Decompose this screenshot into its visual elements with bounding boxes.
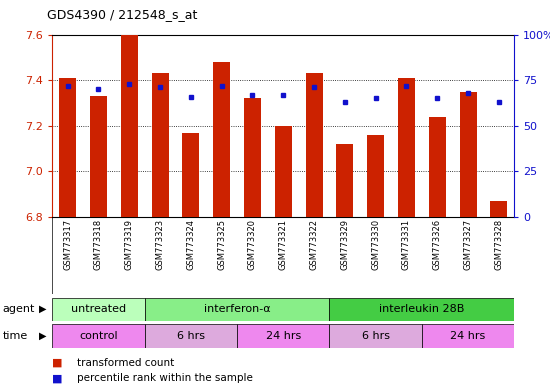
Text: control: control xyxy=(79,331,118,341)
Text: agent: agent xyxy=(3,304,35,314)
Text: time: time xyxy=(3,331,28,341)
Bar xyxy=(429,117,446,217)
Bar xyxy=(329,324,422,348)
Text: GSM773320: GSM773320 xyxy=(248,219,257,270)
Bar xyxy=(152,73,168,217)
Text: GSM773329: GSM773329 xyxy=(340,219,349,270)
Text: GSM773319: GSM773319 xyxy=(125,219,134,270)
Text: transformed count: transformed count xyxy=(77,358,174,368)
Bar xyxy=(306,73,322,217)
Bar xyxy=(52,217,514,294)
Bar xyxy=(121,35,138,217)
Bar xyxy=(90,96,107,217)
Text: GSM773325: GSM773325 xyxy=(217,219,226,270)
Bar xyxy=(491,201,507,217)
Bar xyxy=(59,78,76,217)
Text: ■: ■ xyxy=(52,358,63,368)
Text: GSM773326: GSM773326 xyxy=(433,219,442,270)
Text: interleukin 28B: interleukin 28B xyxy=(379,304,465,314)
Text: GSM773330: GSM773330 xyxy=(371,219,380,270)
Bar xyxy=(244,98,261,217)
Text: 24 hrs: 24 hrs xyxy=(450,331,486,341)
Text: ▶: ▶ xyxy=(39,331,46,341)
Text: 24 hrs: 24 hrs xyxy=(266,331,301,341)
Text: interferon-α: interferon-α xyxy=(204,304,271,314)
Text: GSM773327: GSM773327 xyxy=(464,219,472,270)
Text: GSM773318: GSM773318 xyxy=(94,219,103,270)
Text: percentile rank within the sample: percentile rank within the sample xyxy=(77,373,253,383)
Text: 6 hrs: 6 hrs xyxy=(362,331,389,341)
Bar xyxy=(145,324,237,348)
Text: ■: ■ xyxy=(52,373,63,383)
Bar xyxy=(460,91,476,217)
Text: 6 hrs: 6 hrs xyxy=(177,331,205,341)
Text: GSM773331: GSM773331 xyxy=(402,219,411,270)
Text: GSM773322: GSM773322 xyxy=(310,219,318,270)
Text: GSM773321: GSM773321 xyxy=(279,219,288,270)
Text: ▶: ▶ xyxy=(39,304,46,314)
Bar xyxy=(275,126,292,217)
Text: GSM773328: GSM773328 xyxy=(494,219,503,270)
Text: GSM773317: GSM773317 xyxy=(63,219,72,270)
Text: GSM773324: GSM773324 xyxy=(186,219,195,270)
Bar xyxy=(213,62,230,217)
Bar xyxy=(398,78,415,217)
Text: GSM773323: GSM773323 xyxy=(156,219,164,270)
Bar xyxy=(422,324,514,348)
Text: untreated: untreated xyxy=(71,304,126,314)
Bar xyxy=(52,298,145,321)
Bar xyxy=(52,324,145,348)
Text: GDS4390 / 212548_s_at: GDS4390 / 212548_s_at xyxy=(47,8,197,21)
Bar xyxy=(237,324,329,348)
Bar xyxy=(329,298,514,321)
Bar xyxy=(183,132,199,217)
Bar xyxy=(337,144,353,217)
Bar xyxy=(367,135,384,217)
Bar xyxy=(145,298,329,321)
